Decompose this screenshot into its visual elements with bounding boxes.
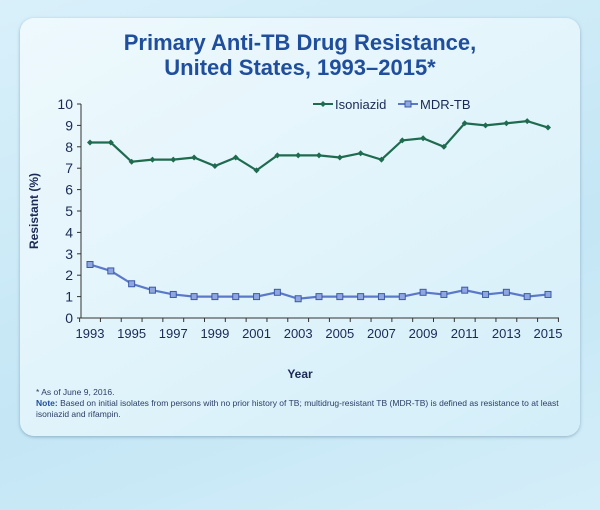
data-point [502,288,510,296]
x-tick-label: 1995 [117,326,146,341]
data-point [149,156,156,163]
x-tick-label: 2007 [367,326,396,341]
y-tick-label: 4 [65,224,73,240]
data-point [503,120,510,127]
data-point [399,137,406,144]
data-point [273,288,281,296]
data-point [128,158,135,165]
y-tick-label: 3 [65,246,73,262]
data-point [107,267,115,275]
y-axis-label: Resistant (%) [27,173,41,249]
data-point [148,286,156,294]
x-tick-label: 2011 [451,326,479,341]
data-point [482,122,489,129]
data-point [107,139,114,146]
x-tick-label: 1999 [200,326,229,341]
data-point [461,120,468,127]
legend-label: MDR-TB [420,97,471,112]
x-tick-label: 1997 [159,326,188,341]
data-point [86,261,94,268]
data-point [461,286,469,294]
data-point [357,150,364,157]
data-point [336,154,343,161]
legend-marker [320,101,326,107]
x-tick-label: 2003 [284,326,313,341]
data-point [232,154,239,161]
y-tick-label: 6 [65,182,73,198]
data-point [377,293,385,301]
y-tick-label: 5 [65,203,73,219]
data-point [128,280,136,288]
data-point [545,124,551,131]
footnote: * As of June 9, 2016. [36,387,115,397]
data-point [544,290,552,298]
y-tick-label: 9 [65,117,73,133]
data-point [295,152,302,159]
data-point [420,135,427,142]
data-point [294,295,302,303]
data-point [170,156,177,163]
x-tick-label: 2005 [325,326,354,341]
x-tick-label: 2015 [534,326,563,341]
data-point [316,152,322,159]
data-point [253,293,261,301]
data-point [398,293,406,301]
data-point [315,293,323,301]
title-line-2: United States, 1993–2015* [164,55,436,80]
data-point [336,293,344,301]
data-point [87,139,93,146]
x-tick-label: 2001 [242,326,271,341]
data-point [357,293,365,301]
y-tick-label: 2 [65,267,73,283]
chart-title: Primary Anti-TB Drug Resistance, United … [0,30,600,80]
data-point [211,293,219,301]
x-tick-label: 1993 [76,326,105,341]
chart-card [20,18,580,436]
series-line-isoniazid [90,120,549,172]
x-tick-label: 2009 [409,326,438,341]
y-tick-label: 0 [65,310,73,326]
x-tick-label: 2013 [492,326,521,341]
data-point [419,288,427,296]
notes: * As of June 9, 2016. Note: Based on ini… [36,387,566,420]
data-point [440,290,448,298]
data-point [482,290,490,298]
data-point [232,293,240,301]
data-point [190,293,198,301]
data-point [524,118,531,125]
data-point [378,156,385,163]
y-tick-label: 1 [65,289,73,305]
note: Note: Based on initial isolates from per… [36,398,559,419]
title-line-1: Primary Anti-TB Drug Resistance, [123,30,477,55]
y-tick-label: 8 [65,139,73,155]
legend-label: Isoniazid [335,97,386,112]
data-point [211,163,218,170]
data-point [191,154,198,161]
data-point [253,167,260,174]
x-axis-label: Year [287,367,313,381]
y-tick-label: 7 [65,160,73,176]
data-point [440,143,447,150]
data-point [169,290,177,298]
data-point [523,293,531,301]
data-point [274,152,281,159]
y-tick-label: 10 [57,96,73,112]
legend-marker [404,100,412,108]
